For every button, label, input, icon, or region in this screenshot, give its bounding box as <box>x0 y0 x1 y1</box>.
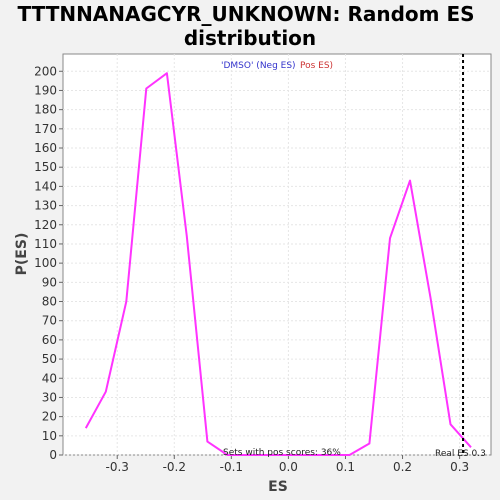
y-tick-label: 200 <box>34 64 57 78</box>
y-tick-label: 80 <box>42 295 57 309</box>
y-tick-label: 30 <box>42 390 57 404</box>
x-axis-ticks: -0.3 -0.2 -0.1 0.0 0.1 0.2 0.3 <box>106 455 469 474</box>
x-axis-label: ES <box>268 479 288 495</box>
y-tick-label: 100 <box>34 256 57 270</box>
y-tick-label: 150 <box>34 160 57 174</box>
y-tick-label: 90 <box>42 275 57 289</box>
y-tick-label: 40 <box>42 371 57 385</box>
chart-title-line-1: TTTNNANAGCYR_UNKNOWN: Random ES <box>17 2 474 26</box>
x-tick-label: 0.2 <box>393 460 412 474</box>
x-tick-label: -0.1 <box>220 460 243 474</box>
y-tick-label: 10 <box>42 429 57 443</box>
y-tick-label: 110 <box>34 237 57 251</box>
y-tick-label: 50 <box>42 352 57 366</box>
legend-pos-label: Pos ES) <box>300 61 333 71</box>
x-tick-label: -0.3 <box>106 460 129 474</box>
series-line <box>84 72 472 456</box>
grid <box>63 54 491 456</box>
y-tick-label: 60 <box>42 333 57 347</box>
x-tick-label: -0.2 <box>163 460 186 474</box>
x-tick-label: 0.0 <box>279 460 298 474</box>
y-tick-label: 70 <box>42 314 57 328</box>
chart-title-line-2: distribution <box>184 26 316 50</box>
y-tick-label: 170 <box>34 122 57 136</box>
y-tick-label: 190 <box>34 83 57 97</box>
x-tick-label: 0.3 <box>450 460 469 474</box>
y-axis-ticks: 0 10 20 30 40 50 60 70 80 90 100 110 120 130 140 150 160… <box>34 64 63 462</box>
y-tick-label: 130 <box>34 199 57 213</box>
sets-annotation: Sets with pos scores: 36% <box>223 448 341 458</box>
y-axis-label: P(ES) <box>14 233 30 276</box>
y-tick-label: 140 <box>34 179 57 193</box>
x-tick-label: 0.1 <box>336 460 355 474</box>
y-tick-label: 120 <box>34 218 57 232</box>
y-tick-label: 160 <box>34 141 57 155</box>
y-tick-label: 20 <box>42 410 57 424</box>
legend-dmso-label: 'DMSO' (Neg ES) <box>221 61 296 71</box>
plot-area <box>62 53 492 456</box>
y-tick-label: 180 <box>34 103 57 117</box>
real-es-label: Real ES 0.3 <box>435 449 486 459</box>
y-tick-label: 0 <box>49 448 57 462</box>
